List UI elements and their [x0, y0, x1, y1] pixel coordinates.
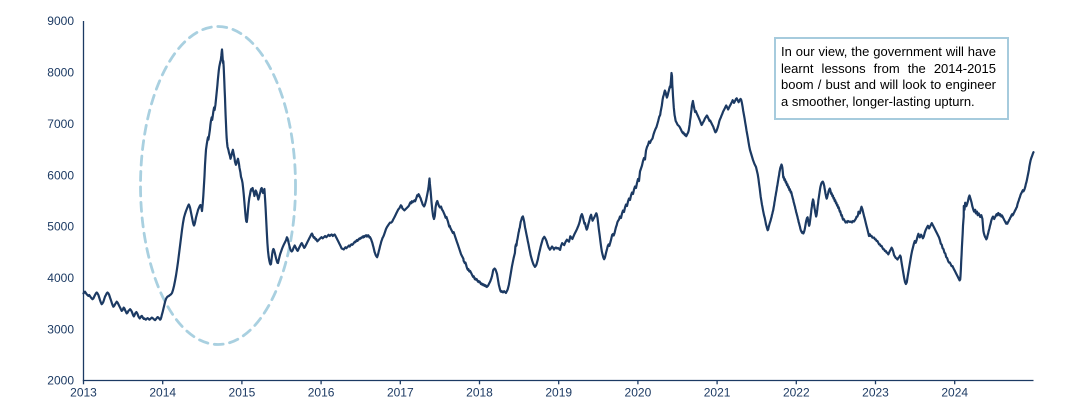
svg-text:2020: 2020: [625, 386, 652, 400]
svg-text:8000: 8000: [47, 66, 74, 80]
svg-text:2022: 2022: [783, 386, 810, 400]
svg-text:2013: 2013: [70, 386, 97, 400]
svg-text:5000: 5000: [47, 220, 74, 234]
svg-text:2019: 2019: [545, 386, 572, 400]
svg-text:2017: 2017: [387, 386, 414, 400]
svg-text:4000: 4000: [47, 271, 74, 285]
svg-text:6000: 6000: [47, 168, 74, 182]
svg-text:2016: 2016: [308, 386, 335, 400]
svg-text:2018: 2018: [466, 386, 493, 400]
svg-text:2000: 2000: [47, 374, 74, 388]
svg-text:2015: 2015: [229, 386, 256, 400]
svg-text:2021: 2021: [704, 386, 731, 400]
svg-text:3000: 3000: [47, 322, 74, 336]
svg-text:7000: 7000: [47, 117, 74, 131]
svg-text:2024: 2024: [941, 386, 968, 400]
svg-text:9000: 9000: [47, 14, 74, 28]
svg-text:2014: 2014: [149, 386, 176, 400]
svg-text:2023: 2023: [862, 386, 889, 400]
